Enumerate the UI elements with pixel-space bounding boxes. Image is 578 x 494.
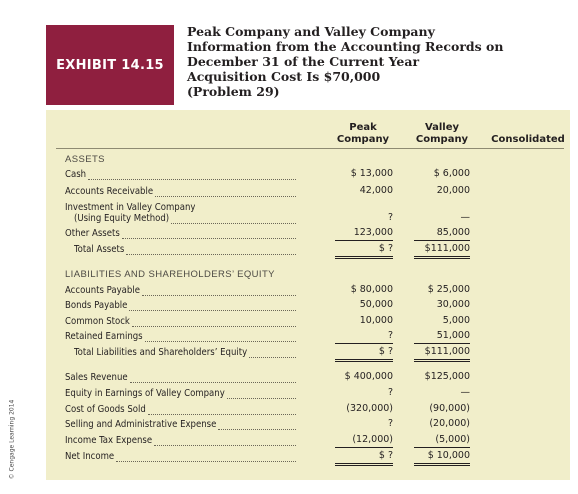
- cell-valley: (5,000): [414, 434, 470, 448]
- title-line: Peak Company and Valley Company: [187, 24, 435, 39]
- leader-dots: [148, 404, 296, 415]
- header-divider: [56, 148, 564, 149]
- cell-peak: 10,000: [359, 315, 393, 326]
- cell-valley: 5,000: [442, 315, 470, 326]
- cell-peak: ?: [387, 387, 393, 398]
- column-header-peak: Peak Company: [336, 122, 390, 145]
- cell-peak: ?: [387, 418, 393, 429]
- cell-valley: $ 25,000: [427, 284, 470, 295]
- title-line: December 31 of the Current Year: [187, 54, 420, 69]
- cell-valley: 85,000: [414, 227, 470, 241]
- leader-dots: [154, 435, 296, 446]
- leader-dots: [227, 388, 296, 399]
- row-label: Income Tax Expense: [65, 435, 153, 446]
- cell-peak: $ ?: [335, 243, 393, 259]
- cell-peak: $ 13,000: [350, 168, 393, 179]
- column-header-valley: Valley Company: [415, 122, 469, 145]
- cell-valley: 51,000: [414, 330, 470, 344]
- data-table: Peak Company Valley Company Consolidated A…: [46, 110, 570, 480]
- cell-valley: —: [460, 212, 471, 223]
- cell-valley: 20,000: [436, 185, 470, 196]
- cell-peak: ?: [335, 330, 393, 344]
- row-label: Retained Earnings: [65, 331, 143, 342]
- cell-peak: 42,000: [359, 185, 393, 196]
- row-label: Sales Revenue: [65, 372, 128, 383]
- leader-dots: [171, 213, 296, 224]
- leader-dots: [126, 244, 296, 255]
- title-line: (Problem 29): [187, 84, 280, 99]
- cell-valley: $ 6,000: [433, 168, 470, 179]
- row-label: Cash: [65, 169, 87, 180]
- cell-peak: $ ?: [335, 346, 393, 362]
- title-line: Information from the Accounting Records …: [187, 39, 504, 54]
- leader-dots: [116, 451, 296, 462]
- leader-dots: [122, 228, 296, 239]
- leader-dots: [132, 316, 296, 327]
- cell-peak: $ ?: [335, 450, 393, 466]
- row-label: Accounts Payable: [65, 285, 140, 296]
- leader-dots: [249, 347, 296, 358]
- cell-valley: $111,000: [414, 243, 470, 259]
- row-label: Accounts Receivable: [65, 186, 154, 197]
- leader-dots: [145, 331, 296, 342]
- leader-dots: [142, 285, 296, 296]
- section-liabilities: LIABILITIES AND SHAREHOLDERS’ EQUITY: [65, 269, 275, 280]
- cell-valley: —: [460, 387, 471, 398]
- section-assets: ASSETS: [65, 154, 105, 165]
- cell-valley: $125,000: [424, 371, 470, 382]
- cell-valley: (90,000): [429, 403, 470, 414]
- cell-peak: 123,000: [335, 227, 393, 241]
- exhibit-badge: EXHIBIT 14.15: [46, 25, 174, 105]
- row-label: Bonds Payable: [65, 300, 128, 311]
- title-line: Acquisition Cost Is $70,000: [187, 69, 381, 84]
- cell-valley: $ 10,000: [414, 450, 470, 466]
- cell-peak: (12,000): [335, 434, 393, 448]
- column-header-consolidated: Consolidated: [491, 134, 565, 145]
- cell-valley: (20,000): [429, 418, 470, 429]
- copyright-credit: © Cengage Learning 2014: [8, 399, 16, 480]
- leader-dots: [218, 419, 296, 430]
- row-label: Total Assets: [74, 244, 125, 255]
- exhibit-title: Peak Company and Valley Company Informat…: [187, 24, 567, 99]
- cell-valley: $111,000: [414, 346, 470, 362]
- leader-dots: [155, 186, 296, 197]
- cell-peak: ?: [387, 212, 393, 223]
- row-label: Net Income: [65, 451, 115, 462]
- leader-dots: [88, 169, 296, 180]
- row-label: Investment in Valley Company: [65, 202, 196, 213]
- row-label: Selling and Administrative Expense: [65, 419, 217, 430]
- leader-dots: [129, 300, 296, 311]
- row-label: Common Stock: [65, 316, 130, 327]
- row-label: Other Assets: [65, 228, 120, 239]
- row-label: Total Liabilities and Shareholders’ Equi…: [74, 347, 248, 358]
- row-label: Equity in Earnings of Valley Company: [65, 388, 225, 399]
- cell-peak: 50,000: [359, 299, 393, 310]
- cell-peak: $ 400,000: [344, 371, 393, 382]
- row-label: Cost of Goods Sold: [65, 404, 146, 415]
- row-label-continued: (Using Equity Method): [74, 213, 170, 224]
- leader-dots: [130, 372, 296, 383]
- exhibit-label: EXHIBIT 14.15: [56, 57, 164, 73]
- cell-valley: 30,000: [436, 299, 470, 310]
- cell-peak: (320,000): [346, 403, 393, 414]
- cell-peak: $ 80,000: [350, 284, 393, 295]
